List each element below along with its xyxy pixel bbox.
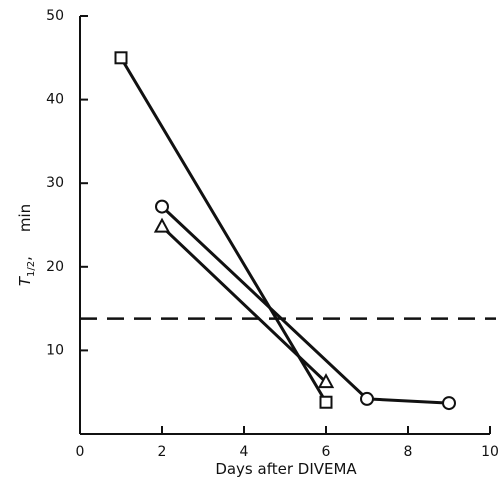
y-tick-label-10: 10 xyxy=(46,342,64,358)
x-tick-label-0: 0 xyxy=(76,444,85,460)
series-1-square-marker-2 xyxy=(319,395,333,409)
x-tick-label-8: 8 xyxy=(404,444,413,460)
x-tick-label-2: 2 xyxy=(158,444,167,460)
series-1-square-marker-1 xyxy=(114,51,128,65)
series-3-triangle-marker-2 xyxy=(317,373,335,389)
series-2-circle-marker-1 xyxy=(155,199,169,214)
y-axis-title-comma: , xyxy=(16,256,34,261)
x-axis-title: Days after DIVEMA xyxy=(215,460,357,478)
series-3-triangle-line xyxy=(160,225,328,384)
x-tick-label-6: 6 xyxy=(322,444,331,460)
svg-text:T1/2,min: T1/2, min xyxy=(16,204,37,286)
y-axis-title-subscript: 1/2 xyxy=(26,261,37,277)
series-2-circle-line xyxy=(160,205,451,405)
series-2-circle-marker-2 xyxy=(360,391,374,406)
x-tick-label-4: 4 xyxy=(240,444,249,460)
x-tick-label-10: 10 xyxy=(481,444,499,460)
y-tick-label-50: 50 xyxy=(46,8,64,24)
y-tick-label-20: 20 xyxy=(46,259,64,275)
series-3-triangle-marker-1 xyxy=(153,217,171,233)
y-axis-title: T1/2, min xyxy=(16,204,37,286)
y-tick-label-30: 30 xyxy=(46,175,64,191)
y-axis-title-unit: min xyxy=(16,204,34,232)
series-2-circle-marker-3 xyxy=(442,396,456,411)
series-1-square-line xyxy=(119,56,328,404)
y-tick-label-40: 40 xyxy=(46,92,64,108)
y-axis-title-main: T xyxy=(16,275,34,286)
